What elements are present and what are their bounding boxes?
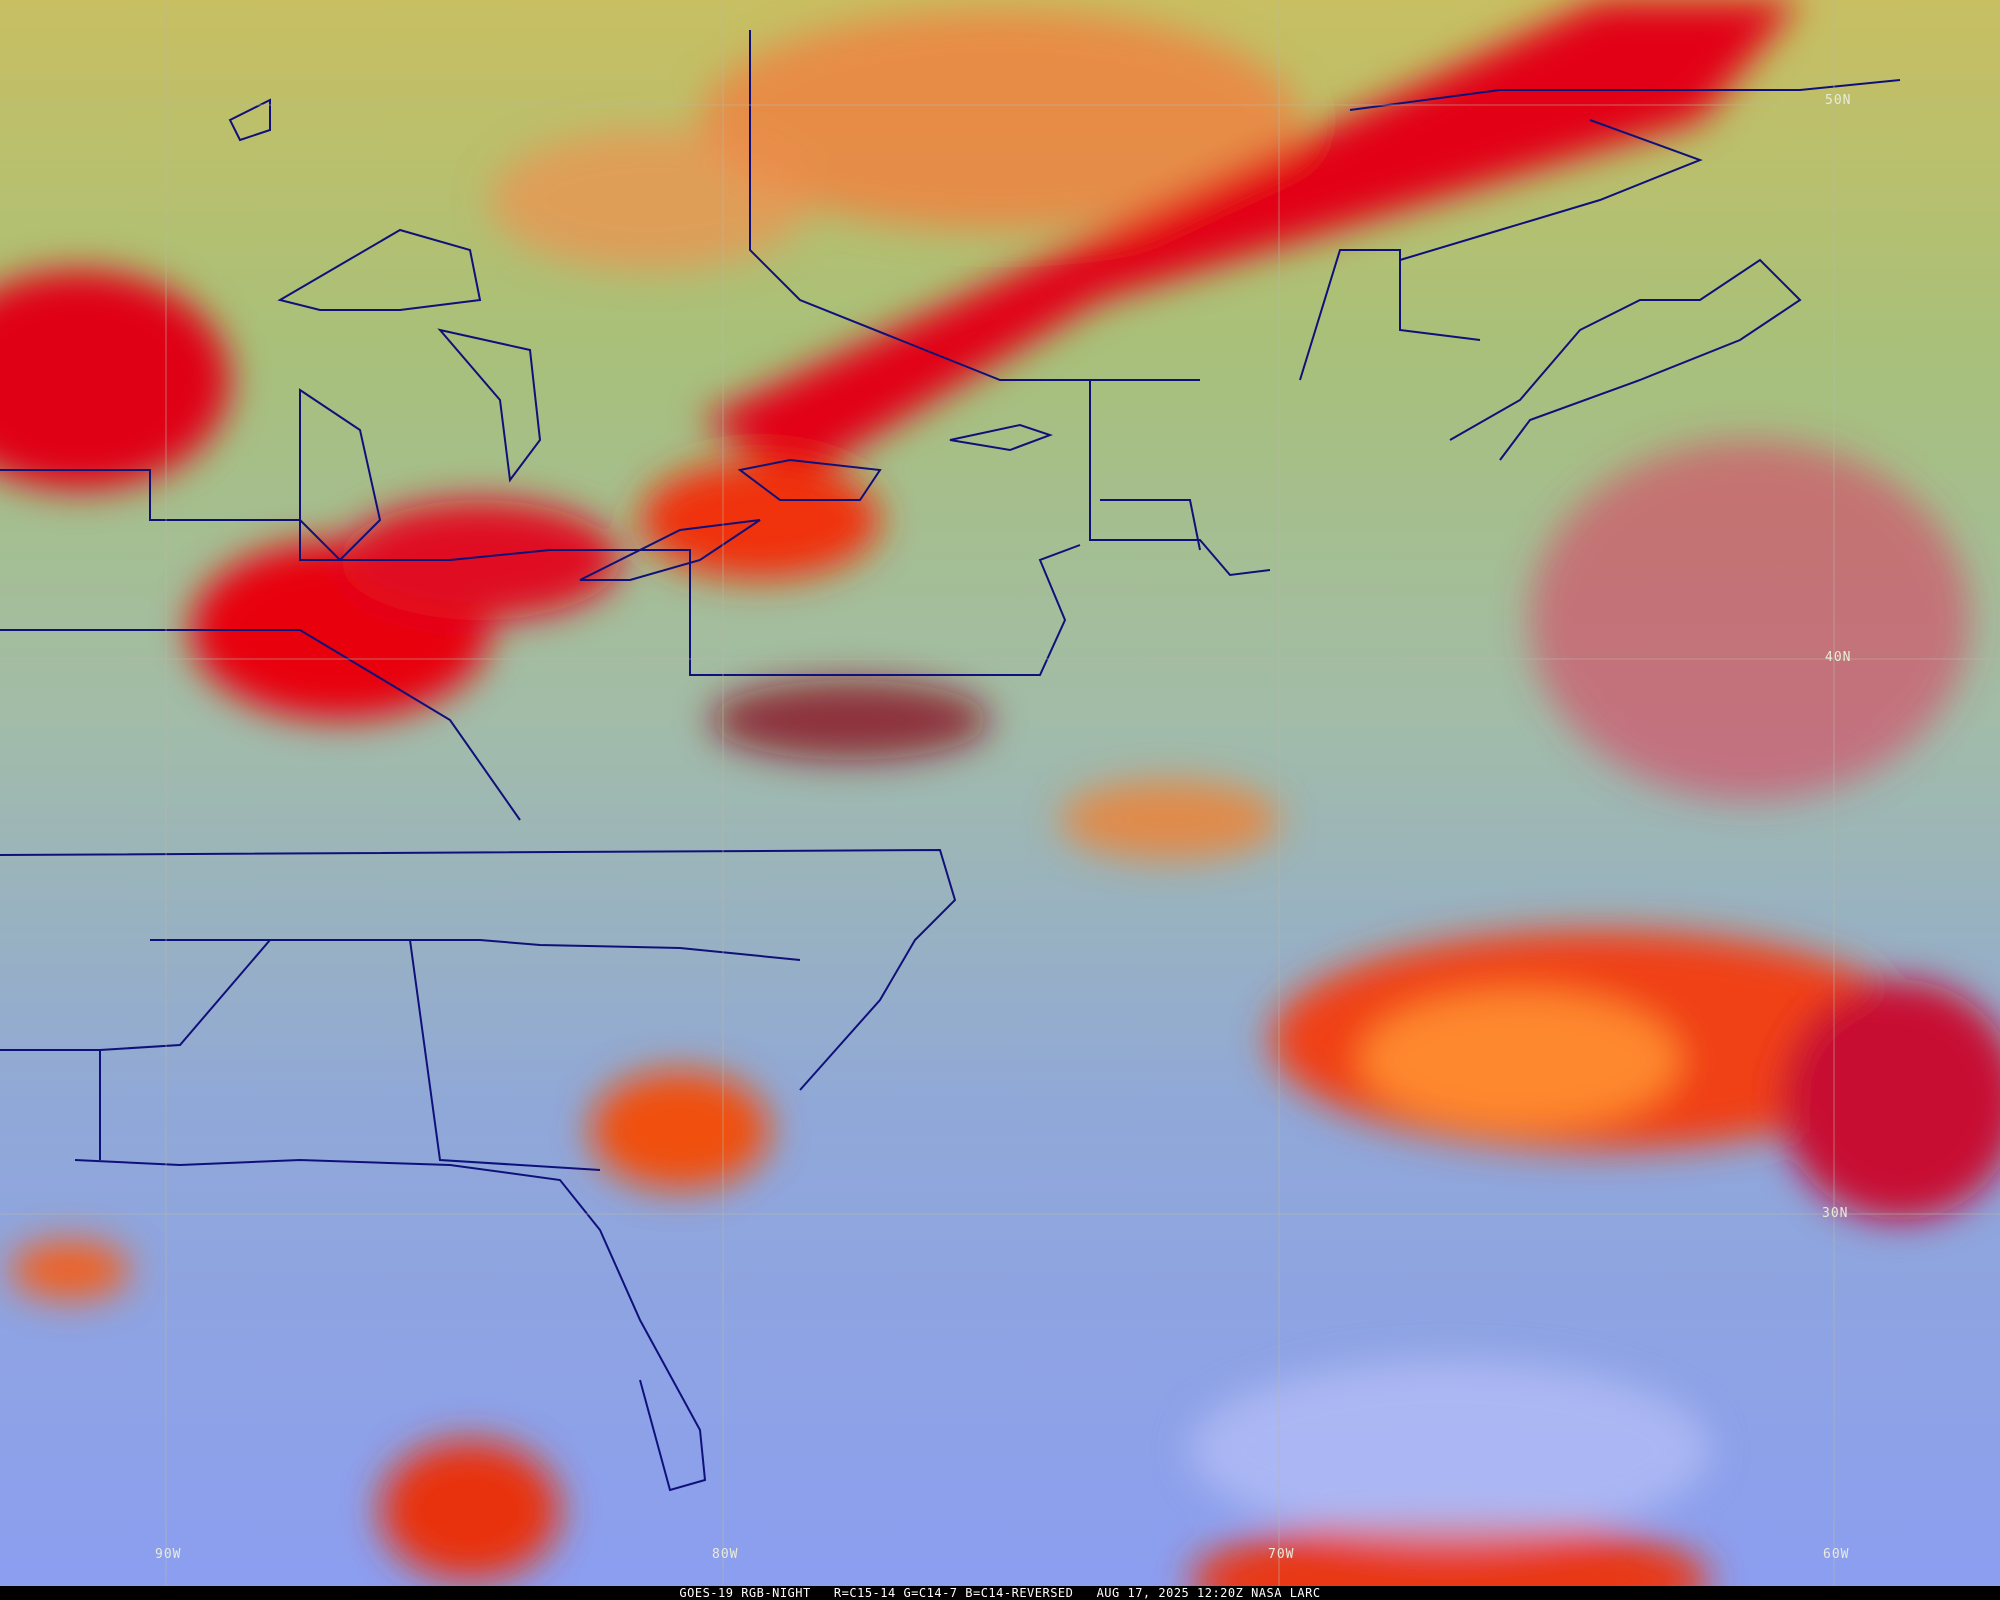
caption-channels: R=C15-14 G=C14-7 B=C14-REVERSED [833, 1586, 1074, 1600]
caption-bar: GOES-19 RGB-NIGHT R=C15-14 G=C14-7 B=C14… [0, 1586, 2000, 1600]
lat-label-30n: 30N [1822, 1206, 1849, 1221]
caption-timestamp: AUG 17, 2025 12:20Z NASA LARC [1096, 1586, 1321, 1600]
lon-label-60w: 60W [1823, 1547, 1850, 1562]
caption-satellite: GOES-19 RGB-NIGHT [679, 1586, 811, 1600]
lon-label-90w: 90W [155, 1547, 182, 1562]
lat-label-40n: 40N [1825, 650, 1852, 665]
lon-label-80w: 80W [712, 1547, 739, 1562]
lon-label-70w: 70W [1268, 1547, 1295, 1562]
lat-label-50n: 50N [1825, 93, 1852, 108]
coastlines-and-borders [0, 30, 1901, 1492]
